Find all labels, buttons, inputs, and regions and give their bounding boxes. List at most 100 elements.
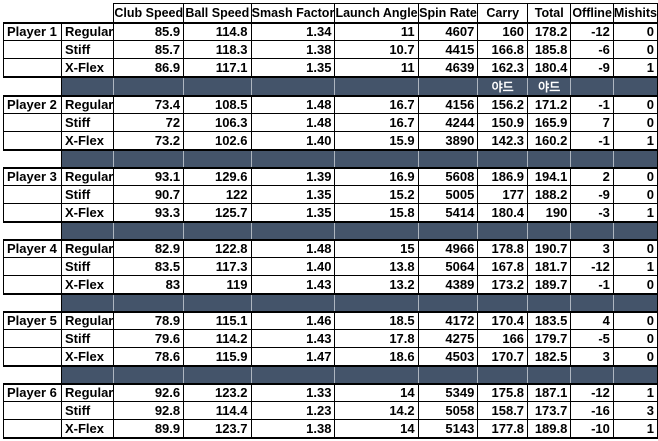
value-cell: 4389	[417, 275, 479, 295]
value-cell: 187.1	[527, 382, 572, 402]
separator-gap-cell	[3, 149, 62, 168]
value-cell: 190.7	[527, 238, 572, 258]
table-row: Player 6 Regular 92.6 123.2 1.33 14 5349 175.8 1…	[3, 382, 658, 402]
flex-label-cell: Stiff	[60, 257, 115, 276]
player-label-cell	[3, 275, 62, 295]
separator-cell	[334, 292, 419, 313]
separator-cell	[250, 364, 336, 385]
separator-cell	[183, 75, 252, 97]
table-row: X-Flex 73.2 102.6 1.40 15.9 3890 142.3 160.2 -1 1	[3, 131, 658, 151]
value-cell: 150.9	[477, 113, 529, 132]
value-cell: 15	[334, 238, 419, 258]
value-cell: 4156	[417, 94, 479, 114]
value-cell: 0	[612, 94, 658, 114]
value-cell: 177	[477, 185, 529, 204]
separator-cell	[183, 148, 252, 169]
separator-cell	[417, 364, 479, 385]
value-cell: 0	[612, 21, 658, 41]
value-cell: 0	[612, 329, 658, 348]
separator-row	[3, 220, 658, 241]
column-header-spin-rate: Spin Rate	[417, 3, 479, 23]
separator-gap-cell	[3, 293, 62, 312]
value-cell: 0	[612, 185, 658, 204]
table-row: Stiff 90.7 122 1.35 15.2 5005 177 188.2 -9 0	[3, 185, 658, 204]
column-header-carry: Carry	[477, 3, 529, 23]
value-cell: 83	[113, 275, 185, 295]
separator-row	[3, 148, 658, 169]
value-cell: 73.2	[113, 131, 185, 151]
separator-cell	[334, 75, 419, 97]
value-cell: 185.8	[527, 40, 572, 59]
value-cell: 1.47	[250, 347, 336, 367]
value-cell: 1.35	[250, 185, 336, 204]
separator-cell	[334, 364, 419, 385]
value-cell: -12	[570, 382, 614, 402]
separator-gap-cell	[3, 365, 62, 384]
value-cell: -12	[570, 257, 614, 276]
value-cell: 11	[334, 58, 419, 78]
value-cell: 117.1	[183, 58, 252, 78]
flex-label-cell: Stiff	[60, 113, 115, 132]
value-cell: 0	[612, 238, 658, 258]
value-cell: 5005	[417, 185, 479, 204]
value-cell: 123.7	[183, 419, 252, 439]
column-header-club-speed: Club Speed	[113, 3, 185, 23]
value-cell: 115.1	[183, 310, 252, 330]
value-cell: 1	[612, 203, 658, 223]
separator-cell	[60, 148, 115, 169]
separator-cell	[417, 292, 479, 313]
value-cell: 167.8	[477, 257, 529, 276]
flex-label-cell: X-Flex	[60, 347, 115, 367]
separator-row	[3, 292, 658, 313]
value-cell: 4503	[417, 347, 479, 367]
separator-cell	[334, 148, 419, 169]
value-cell: 1.39	[250, 166, 336, 186]
value-cell: -1	[570, 94, 614, 114]
value-cell: 3	[570, 347, 614, 367]
value-cell: 1.33	[250, 382, 336, 402]
table-row: Player 2 Regular 73.4 108.5 1.48 16.7 4156 156.…	[3, 94, 658, 114]
value-cell: 1	[612, 419, 658, 439]
value-cell: 1.48	[250, 238, 336, 258]
value-cell: 16.7	[334, 113, 419, 132]
flex-label-cell: Stiff	[60, 401, 115, 420]
value-cell: 89.9	[113, 419, 185, 439]
separator-cell	[113, 364, 185, 385]
separator-gap-cell	[3, 76, 62, 96]
value-cell: 72	[113, 113, 185, 132]
value-cell: 1.40	[250, 131, 336, 151]
separator-cell	[113, 292, 185, 313]
separator-cell	[250, 75, 336, 97]
value-cell: 160.2	[527, 131, 572, 151]
player-label-cell	[3, 401, 62, 420]
column-header-total: Total	[527, 3, 572, 23]
separator-gap-cell	[3, 221, 62, 240]
value-cell: 78.6	[113, 347, 185, 367]
player-label-cell	[3, 203, 62, 223]
value-cell: 4607	[417, 21, 479, 41]
value-cell: 14	[334, 382, 419, 402]
separator-cell	[570, 364, 614, 385]
player-label-cell	[3, 329, 62, 348]
flex-label-cell: Stiff	[60, 40, 115, 59]
separator-cell	[417, 75, 479, 97]
table-row: X-Flex 83 119 1.43 13.2 4389 173.2 189.7 -1 0	[3, 275, 658, 295]
value-cell: 78.9	[113, 310, 185, 330]
value-cell: 1.43	[250, 275, 336, 295]
value-cell: 4	[570, 310, 614, 330]
separator-cell	[477, 292, 529, 313]
value-cell: 4172	[417, 310, 479, 330]
value-cell: 114.8	[183, 21, 252, 41]
value-cell: 7	[570, 113, 614, 132]
value-cell: 166	[477, 329, 529, 348]
separator-cell	[527, 292, 572, 313]
value-cell: -1	[570, 131, 614, 151]
value-cell: 1.35	[250, 58, 336, 78]
value-cell: 194.1	[527, 166, 572, 186]
player-label-cell	[3, 347, 62, 367]
value-cell: 83.5	[113, 257, 185, 276]
value-cell: 173.2	[477, 275, 529, 295]
value-cell: -12	[570, 21, 614, 41]
separator-cell	[477, 220, 529, 241]
table-row: Stiff 85.7 118.3 1.38 10.7 4415 166.8 185.8 -6 0	[3, 40, 658, 59]
